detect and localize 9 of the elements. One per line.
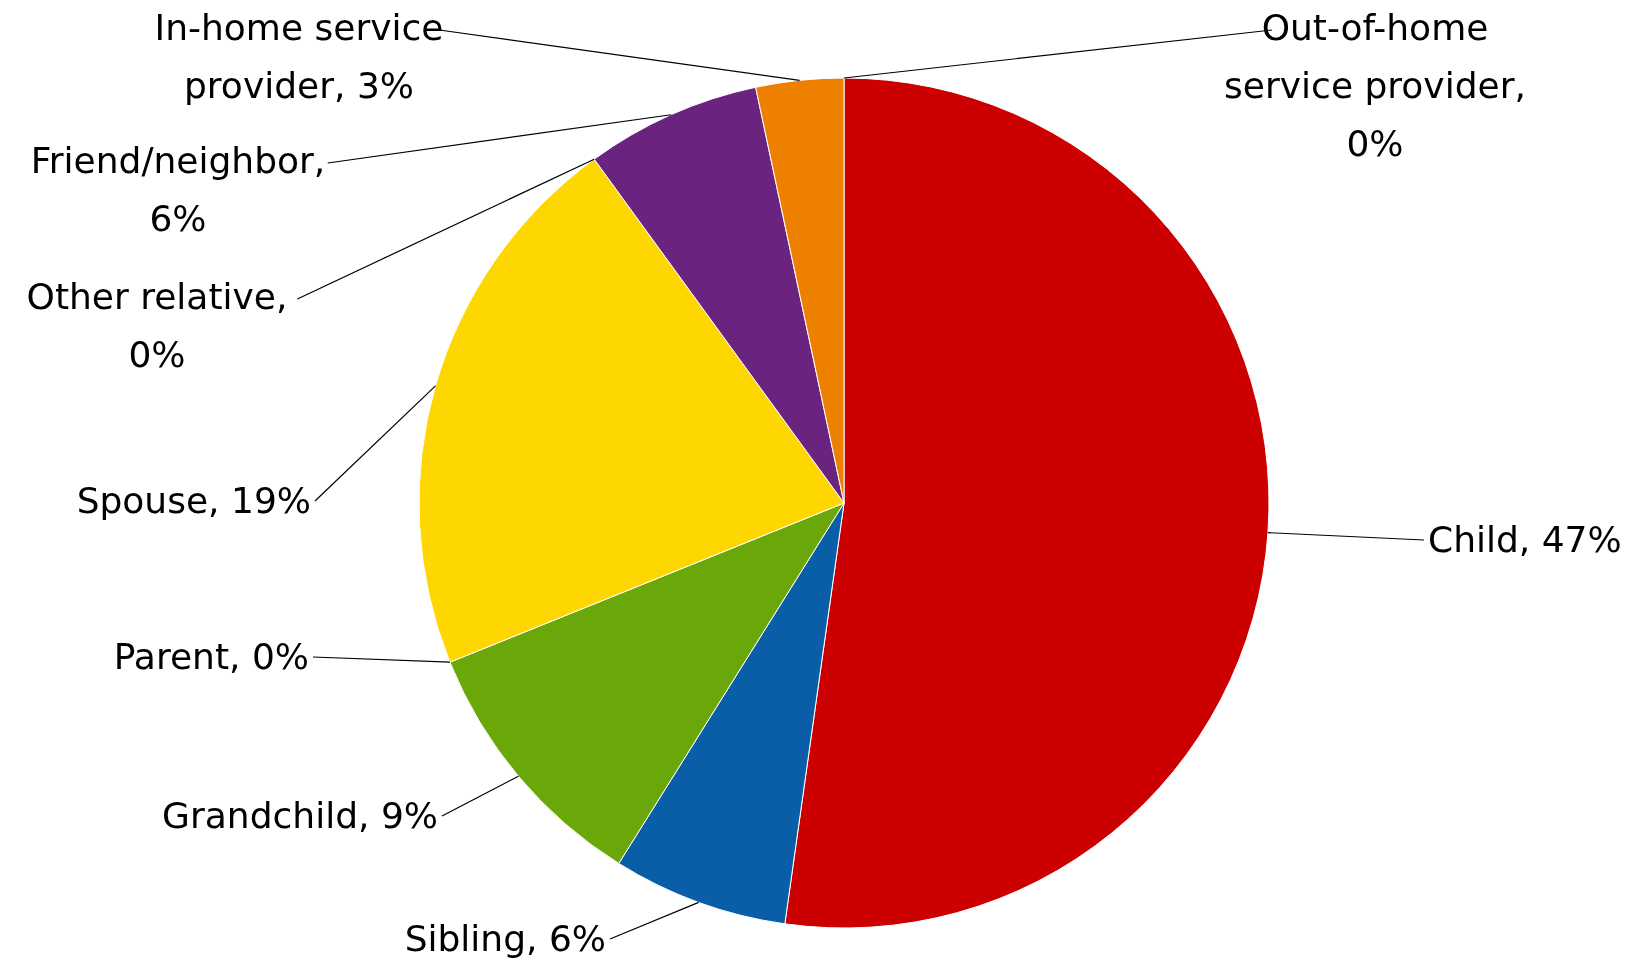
slice-label: In-home service provider, 3% [154, 7, 444, 106]
slice-label: Grandchild, 9% [162, 795, 438, 836]
legend-label: Parent, 0% [113, 636, 309, 677]
slice-label: Child, 47% [1428, 519, 1622, 560]
slice-label: Friend/neighbor, 6% [30, 140, 326, 239]
category-label: Other relative, 0% [26, 276, 288, 375]
slice-label: Sibling, 6% [404, 918, 606, 959]
slice-label: Spouse, 19% [76, 480, 311, 521]
category-label: Out-of-home service provider, 0% [1224, 7, 1526, 164]
